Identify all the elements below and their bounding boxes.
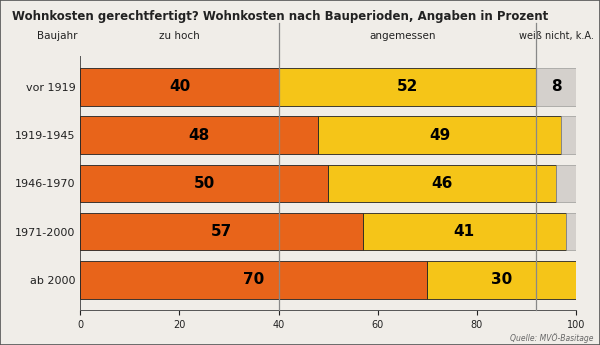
Text: 57: 57	[211, 224, 232, 239]
Bar	[561, 116, 576, 154]
Text: 40: 40	[169, 79, 190, 94]
Bar	[80, 261, 427, 299]
Bar	[80, 165, 328, 202]
Bar	[536, 68, 576, 106]
Text: Quelle: MVÖ-Basitage: Quelle: MVÖ-Basitage	[511, 333, 594, 343]
Bar	[363, 213, 566, 250]
Text: 41: 41	[454, 224, 475, 239]
Bar	[556, 165, 576, 202]
Text: 46: 46	[431, 176, 453, 191]
Text: 8: 8	[551, 79, 562, 94]
Text: Wohnkosten gerechtfertigt? Wohnkosten nach Bauperioden, Angaben in Prozent: Wohnkosten gerechtfertigt? Wohnkosten na…	[12, 10, 548, 23]
Bar	[80, 116, 318, 154]
Text: 50: 50	[194, 176, 215, 191]
Text: 49: 49	[429, 128, 450, 142]
Bar	[328, 165, 556, 202]
Text: 48: 48	[188, 128, 210, 142]
Bar	[566, 213, 576, 250]
Bar	[80, 68, 278, 106]
Text: 70: 70	[243, 273, 265, 287]
Bar	[318, 116, 561, 154]
Text: 52: 52	[397, 79, 418, 94]
Bar	[278, 68, 536, 106]
Text: angemessen: angemessen	[369, 31, 436, 41]
Text: 30: 30	[491, 273, 512, 287]
Text: Baujahr: Baujahr	[37, 31, 78, 41]
Bar	[80, 213, 363, 250]
Bar	[427, 261, 576, 299]
Text: zu hoch: zu hoch	[159, 31, 200, 41]
Text: weiß nicht, k.A.: weiß nicht, k.A.	[518, 31, 593, 41]
